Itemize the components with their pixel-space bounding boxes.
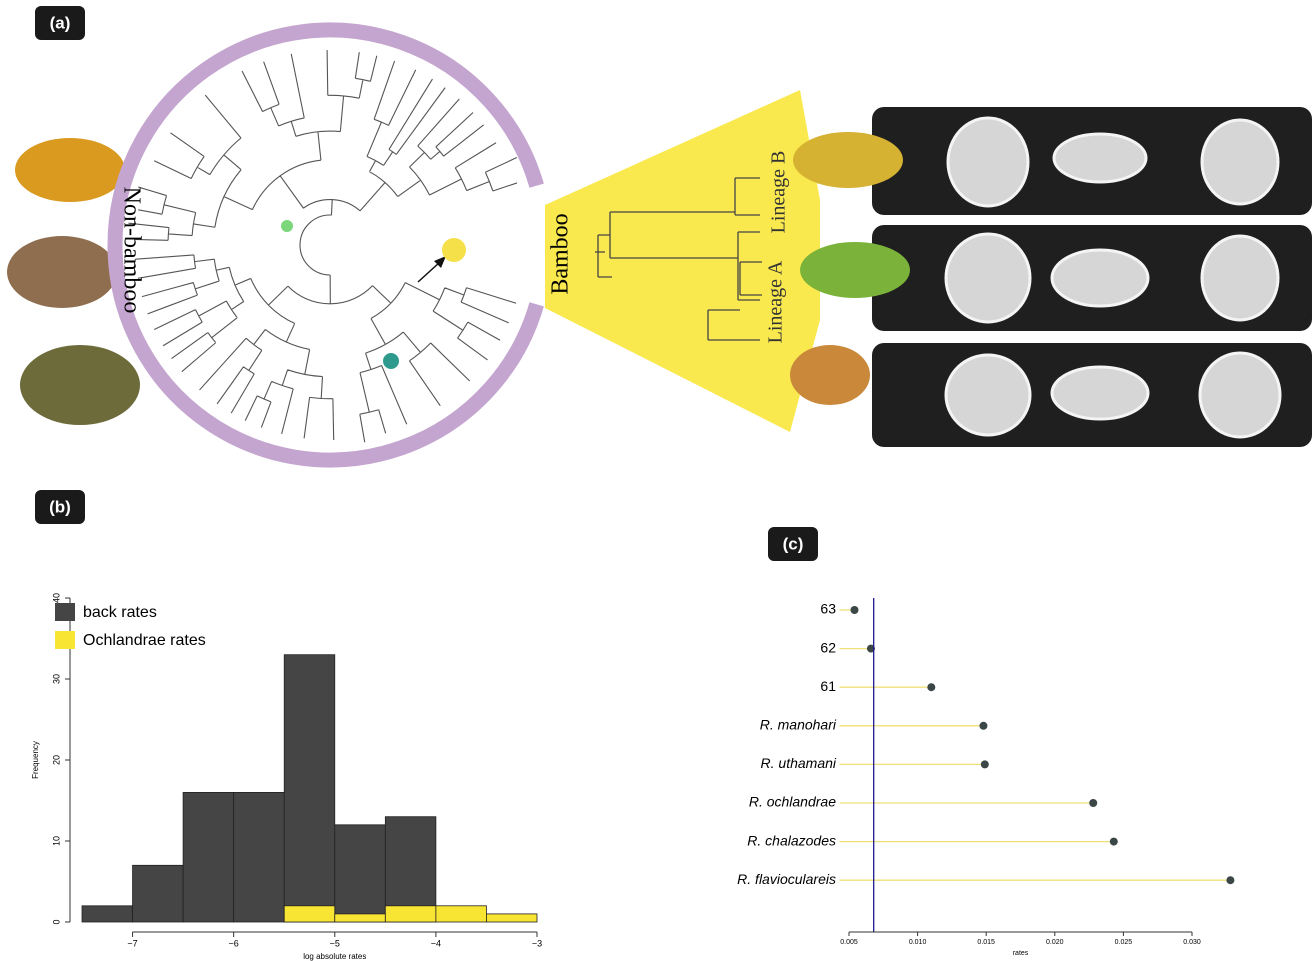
skulls [946,118,1280,437]
non-bamboo-ring [115,30,537,460]
x-tick-label: 0.005 [840,939,858,946]
x-tick-label: 0.020 [1046,939,1064,946]
histogram-bar [335,914,386,922]
legend-swatch [55,631,75,649]
category-label: R. ochlandrae [749,794,836,810]
histogram-bar [436,906,487,922]
histogram-bar [183,792,234,922]
lineage-label: Lineage B [768,151,790,234]
point [1226,876,1234,884]
x-tick-label: −3 [532,938,542,948]
category-label: 62 [820,639,836,655]
x-axis-label: log absolute rates [303,952,366,961]
category-label: 63 [820,601,836,617]
category-label: R. uthamani [761,755,837,771]
arrow [418,262,440,282]
panel-label: (b) [49,497,71,516]
point [850,606,858,614]
legend-label: Ochlandrae rates [83,632,206,649]
y-tick-label: 20 [51,755,61,765]
x-axis-label: rates [1013,950,1029,957]
x-tick-label: −6 [229,938,239,948]
point [927,683,935,691]
x-tick-label: −7 [127,938,137,948]
y-axis-label: Frequency [31,741,40,779]
category-label: R. chalazodes [747,832,836,848]
lineage-label: Lineage A [765,260,787,343]
figure: Non-bamboo Bamboo Lineage B Lineage A (a… [0,0,1315,961]
legend-swatch [55,603,75,621]
histogram-bar [385,906,436,922]
category-label: R. manohari [760,717,837,733]
x-tick-label: −5 [330,938,340,948]
y-tick-label: 10 [51,836,61,846]
category-label: 61 [820,678,836,694]
panel-label: (a) [50,13,71,32]
point [1089,799,1097,807]
node-dot [281,220,293,232]
histogram-bar [335,825,386,922]
histogram-bar [284,906,335,922]
category-label: R. flavioculareis [737,871,836,887]
y-tick-label: 30 [51,674,61,684]
point [1110,838,1118,846]
histogram-bar [234,792,285,922]
point [979,722,987,730]
clade-label: Non-bamboo [118,187,144,314]
node-dot [442,238,466,262]
legend-label: back rates [83,604,157,621]
x-tick-label: −4 [431,938,441,948]
x-tick-label: 0.010 [909,939,927,946]
node-dot [383,353,399,369]
tree-diagram [7,30,1312,460]
clade-label: Bamboo [548,213,574,294]
histogram-bar [133,865,184,922]
x-tick-label: 0.015 [977,939,995,946]
x-tick-label: 0.030 [1183,939,1201,946]
y-tick-label: 40 [51,593,61,603]
histogram-bar [82,906,133,922]
panel-label: (c) [783,534,804,553]
y-tick-label: 0 [51,919,61,924]
page: Non-bamboo Bamboo Lineage B Lineage A (a… [0,0,1315,961]
point [981,760,989,768]
x-tick-label: 0.025 [1115,939,1133,946]
histogram-bar [284,655,335,922]
histogram-bar [486,914,537,922]
